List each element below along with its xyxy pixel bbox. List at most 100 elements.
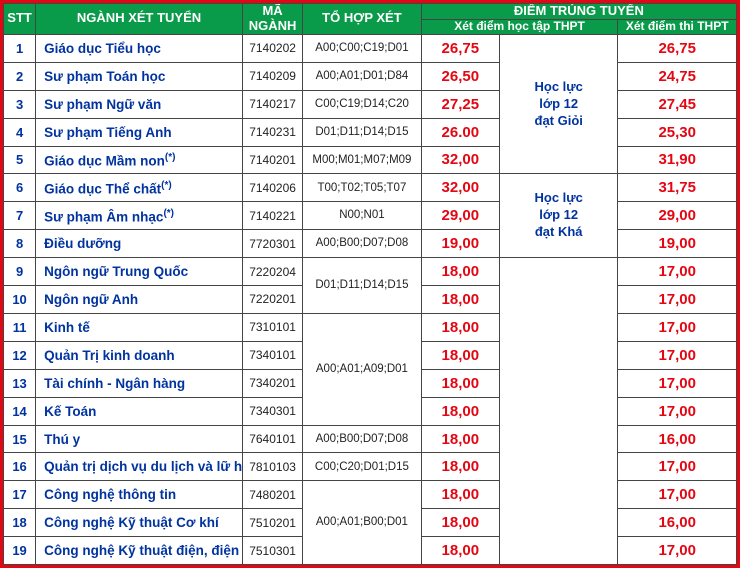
cell-stt: 9 [4, 258, 36, 286]
cell-req: Học lựclớp 12đạt Khá [499, 174, 617, 258]
cell-thi: 17,00 [618, 258, 737, 286]
cell-stt: 4 [4, 118, 36, 146]
cell-score: 27,25 [421, 90, 499, 118]
cell-score: 29,00 [421, 202, 499, 230]
cell-combo: A00;A01;A09;D01 [303, 313, 421, 425]
cell-thi: 16,00 [618, 425, 737, 453]
cell-thi: 17,00 [618, 369, 737, 397]
cell-score: 18,00 [421, 509, 499, 537]
cell-code: 7310101 [242, 313, 302, 341]
cell-stt: 18 [4, 509, 36, 537]
cell-thi: 24,75 [618, 62, 737, 90]
cell-name: Tài chính - Ngân hàng [36, 369, 243, 397]
cell-thi: 17,00 [618, 453, 737, 481]
cell-code: 7220204 [242, 258, 302, 286]
cell-score: 18,00 [421, 258, 499, 286]
cell-thi: 26,75 [618, 34, 737, 62]
admission-table: STT NGÀNH XÉT TUYỂN MÃ NGÀNH TỔ HỢP XÉT … [3, 3, 737, 565]
cell-thi: 31,90 [618, 146, 737, 174]
table-row: 4Sư phạm Tiếng Anh7140231D01;D11;D14;D15… [4, 118, 737, 146]
cell-name: Sư phạm Tiếng Anh [36, 118, 243, 146]
cell-stt: 14 [4, 397, 36, 425]
table-row: 17Công nghệ thông tin7480201A00;A01;B00;… [4, 481, 737, 509]
cell-name: Sư phạm Toán học [36, 62, 243, 90]
table-row: 5Giáo dục Mầm non(*)7140201M00;M01;M07;M… [4, 146, 737, 174]
cell-name: Giáo dục Thể chất(*) [36, 174, 243, 202]
cell-thi: 25,30 [618, 118, 737, 146]
table-row: 16Quản trị dịch vụ du lịch và lữ hành781… [4, 453, 737, 481]
cell-stt: 6 [4, 174, 36, 202]
cell-score: 18,00 [421, 481, 499, 509]
table-row: 8Điều dưỡng7720301A00;B00;D07;D0819,0019… [4, 230, 737, 258]
cell-name: Kế Toán [36, 397, 243, 425]
cell-stt: 16 [4, 453, 36, 481]
header-tohop: TỔ HỢP XÉT [303, 4, 421, 35]
cell-code: 7340101 [242, 341, 302, 369]
cell-name: Sư phạm Ngữ văn [36, 90, 243, 118]
cell-score: 18,00 [421, 341, 499, 369]
cell-score: 18,00 [421, 286, 499, 314]
cell-score: 32,00 [421, 174, 499, 202]
cell-score: 26,50 [421, 62, 499, 90]
cell-stt: 7 [4, 202, 36, 230]
cell-name: Điều dưỡng [36, 230, 243, 258]
cell-stt: 2 [4, 62, 36, 90]
cell-stt: 1 [4, 34, 36, 62]
cell-combo: T00;T02;T05;T07 [303, 174, 421, 202]
cell-combo: C00;C19;D14;C20 [303, 90, 421, 118]
cell-combo: M00;M01;M07;M09 [303, 146, 421, 174]
cell-code: 7140201 [242, 146, 302, 174]
cell-thi: 17,00 [618, 313, 737, 341]
cell-score: 18,00 [421, 397, 499, 425]
cell-combo: A00;C00;C19;D01 [303, 34, 421, 62]
cell-name: Ngôn ngữ Anh [36, 286, 243, 314]
cell-score: 26.00 [421, 118, 499, 146]
admission-table-wrapper: STT NGÀNH XÉT TUYỂN MÃ NGÀNH TỔ HỢP XÉT … [0, 0, 740, 568]
table-row: 11Kinh tế7310101A00;A01;A09;D0118,0017,0… [4, 313, 737, 341]
table-row: 1Giáo dục Tiểu học7140202A00;C00;C19;D01… [4, 34, 737, 62]
cell-req [499, 258, 617, 565]
cell-combo: D01;D11;D14;D15 [303, 258, 421, 314]
cell-thi: 17,00 [618, 397, 737, 425]
cell-stt: 5 [4, 146, 36, 174]
cell-stt: 11 [4, 313, 36, 341]
cell-score: 18,00 [421, 369, 499, 397]
cell-name: Quản trị dịch vụ du lịch và lữ hành [36, 453, 243, 481]
header-thi: Xét điểm thi THPT [618, 20, 737, 35]
cell-combo: A00;A01;B00;D01 [303, 481, 421, 565]
cell-req: Học lựclớp 12đạt Giỏi [499, 34, 617, 174]
cell-combo: C00;C20;D01;D15 [303, 453, 421, 481]
cell-code: 7140202 [242, 34, 302, 62]
table-row: 6Giáo dục Thể chất(*)7140206T00;T02;T05;… [4, 174, 737, 202]
cell-name: Sư phạm Âm nhạc(*) [36, 202, 243, 230]
cell-stt: 3 [4, 90, 36, 118]
cell-thi: 19,00 [618, 230, 737, 258]
cell-stt: 19 [4, 537, 36, 565]
cell-name: Quản Trị kinh doanh [36, 341, 243, 369]
cell-thi: 29,00 [618, 202, 737, 230]
cell-name: Công nghệ Kỹ thuật điện, điện tử [36, 537, 243, 565]
cell-stt: 17 [4, 481, 36, 509]
cell-score: 32,00 [421, 146, 499, 174]
cell-name: Thú y [36, 425, 243, 453]
cell-code: 7510201 [242, 509, 302, 537]
cell-thi: 27,45 [618, 90, 737, 118]
cell-score: 18,00 [421, 453, 499, 481]
cell-score: 19,00 [421, 230, 499, 258]
cell-code: 7140231 [242, 118, 302, 146]
cell-thi: 17,00 [618, 286, 737, 314]
cell-code: 7640101 [242, 425, 302, 453]
cell-score: 18,00 [421, 537, 499, 565]
cell-code: 7480201 [242, 481, 302, 509]
cell-stt: 12 [4, 341, 36, 369]
table-row: 2Sư phạm Toán học7140209A00;A01;D01;D842… [4, 62, 737, 90]
cell-stt: 13 [4, 369, 36, 397]
cell-code: 7810103 [242, 453, 302, 481]
header-diem: ĐIỂM TRÚNG TUYỂN [421, 4, 736, 20]
table-header: STT NGÀNH XÉT TUYỂN MÃ NGÀNH TỔ HỢP XÉT … [4, 4, 737, 35]
cell-score: 26,75 [421, 34, 499, 62]
cell-thi: 17,00 [618, 537, 737, 565]
cell-code: 7140217 [242, 90, 302, 118]
cell-thi: 31,75 [618, 174, 737, 202]
cell-name: Công nghệ Kỹ thuật Cơ khí [36, 509, 243, 537]
